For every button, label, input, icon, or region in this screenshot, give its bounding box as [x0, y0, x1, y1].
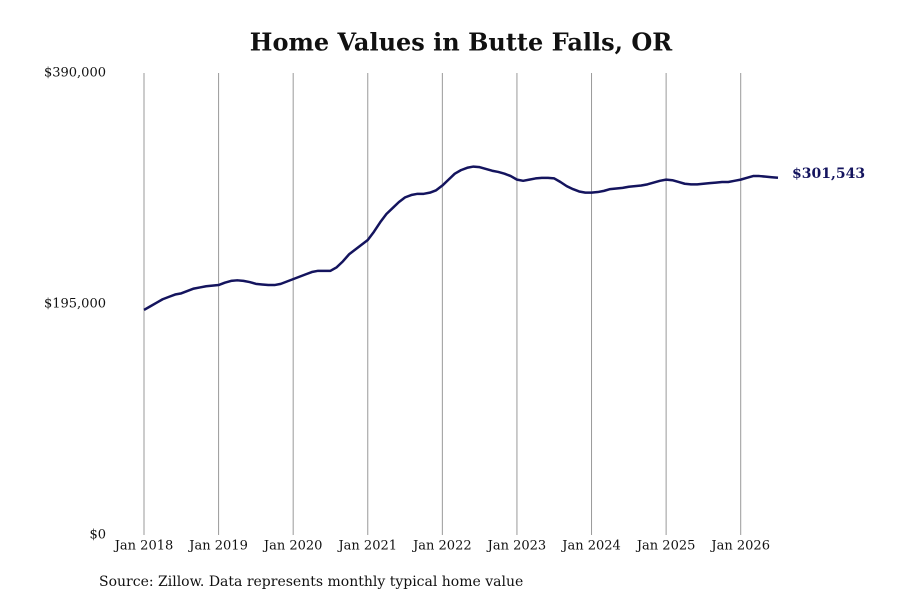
y-tick-label: $0	[89, 528, 106, 543]
x-tick-label: Jan 2023	[486, 539, 547, 554]
x-tick-label: Jan 2019	[187, 539, 248, 554]
source-note: Source: Zillow. Data represents monthly …	[99, 574, 523, 590]
chart-title: Home Values in Butte Falls, OR	[250, 28, 673, 57]
x-tick-label: Jan 2022	[411, 539, 472, 554]
x-tick-label: Jan 2026	[709, 539, 770, 554]
line	[143, 165, 779, 312]
y-tick-label: $195,000	[44, 297, 106, 312]
x-tick-label: Jan 2025	[635, 539, 696, 554]
x-tick-label: Jan 2024	[560, 539, 621, 554]
x-tick-label: Jan 2021	[336, 539, 397, 554]
x-tick-label: Jan 2018	[113, 539, 174, 554]
value-label: $301,543	[792, 166, 865, 182]
y-tick-label: $390,000	[44, 66, 106, 81]
x-tick-label: Jan 2020	[262, 539, 323, 554]
